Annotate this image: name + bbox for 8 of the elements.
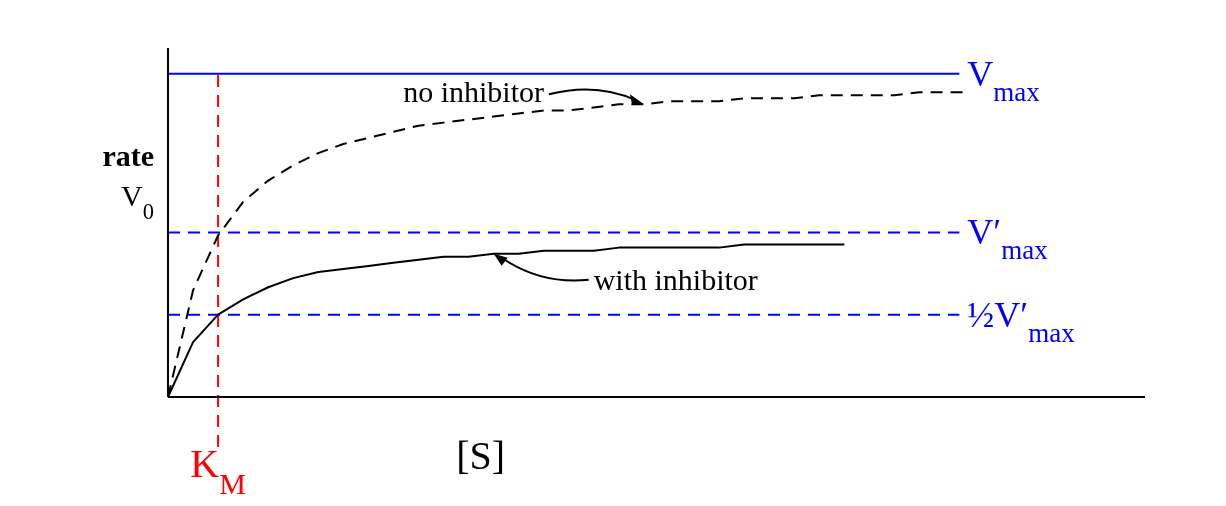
x-axis-title: [S] xyxy=(456,433,506,478)
text: K$_{M}$ xyxy=(190,441,246,500)
annotation: no inhibitor xyxy=(403,75,544,109)
ref-line-label: V$_{max}$ xyxy=(967,53,1041,107)
y-axis-title: rate V$_{0}$ xyxy=(102,139,154,224)
ref-line-label: V′$_{max}$ xyxy=(967,212,1049,266)
annotation: with inhibitor xyxy=(593,262,758,296)
ref-line-label: ½V′$_{max}$ xyxy=(967,294,1076,348)
